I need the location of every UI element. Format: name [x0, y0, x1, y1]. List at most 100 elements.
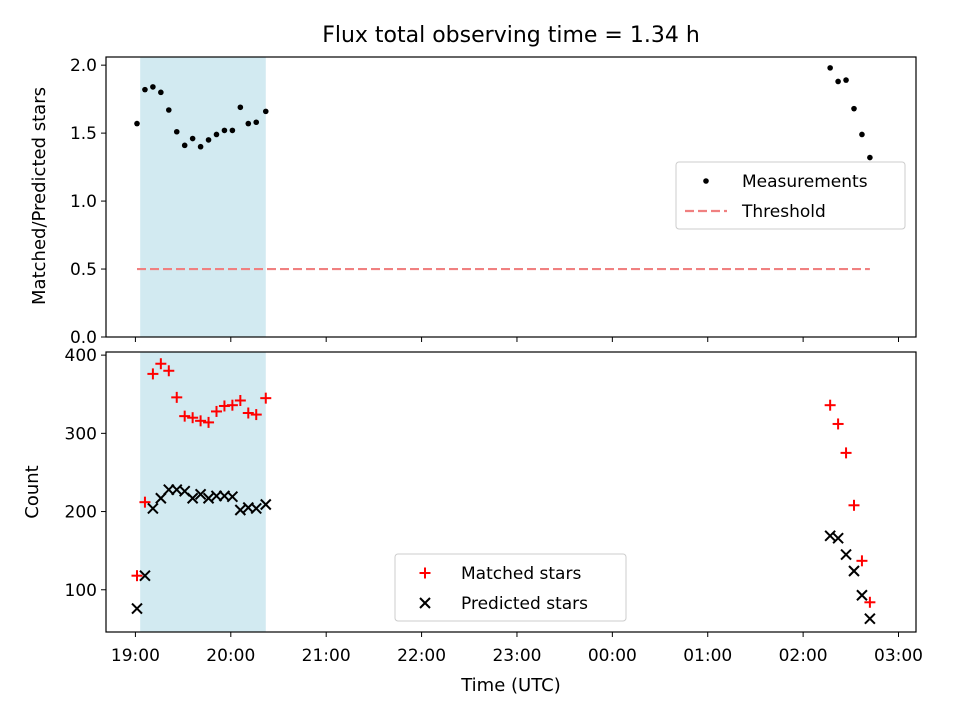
measurement-point — [205, 137, 212, 143]
predicted-star-point — [848, 565, 860, 577]
predicted-star-point — [856, 589, 868, 601]
x-axis-label: Time (UTC) — [460, 675, 561, 696]
matched-star-point — [139, 496, 151, 508]
legend-marker-measurements — [703, 178, 709, 184]
predicted-star-point — [234, 504, 247, 516]
measurement-point — [158, 89, 164, 96]
measurement-point — [197, 143, 204, 150]
y-tick-label: 1.5 — [70, 124, 97, 144]
matched-star-point — [203, 416, 215, 428]
matched-star-point — [187, 412, 199, 424]
matched-star-point — [210, 405, 222, 417]
predicted-star-point — [186, 492, 199, 504]
matched-star-point — [832, 418, 844, 430]
predicted-star-point — [147, 502, 159, 515]
measurement-point — [221, 127, 228, 134]
count-panel: 100 200 300 400 19:00 20:00 21:00 22:00 23:00 00:… — [65, 346, 923, 666]
x-tick-label: 02:00 — [779, 646, 828, 666]
measurement-point — [150, 84, 156, 90]
predicted-star-point — [139, 569, 151, 582]
legend: Measurements Threshold — [675, 161, 906, 230]
legend-label: Measurements — [742, 172, 868, 192]
matched-star-point — [226, 399, 238, 411]
count-y-axis-label: Count — [22, 465, 43, 518]
measurement-point — [245, 120, 252, 127]
matched-star-point — [856, 555, 868, 567]
measurement-point — [859, 131, 865, 138]
legend-marker-predicted — [419, 597, 431, 609]
matched-star-point — [179, 410, 191, 422]
predicted-star-point — [824, 530, 836, 542]
measurement-point — [189, 135, 196, 142]
matched-star-point — [260, 392, 272, 404]
y-tick-label: 0.0 — [70, 328, 97, 348]
legend-marker-matched — [419, 567, 431, 579]
matched-star-point — [171, 391, 183, 403]
x-tick-label: 22:00 — [397, 646, 446, 666]
x-tick-label: 03:00 — [874, 646, 923, 666]
matched-star-point — [163, 365, 175, 377]
predicted-star-point — [194, 488, 207, 501]
axes-frame — [105, 351, 917, 633]
measurement-point — [134, 120, 140, 127]
y-tick-label: 300 — [65, 424, 97, 444]
matched-star-point — [195, 415, 207, 427]
y-tick-label: 100 — [65, 581, 97, 601]
y-tick-label: 400 — [65, 346, 97, 366]
y-tick-label: 0.5 — [70, 260, 97, 280]
matched-star-point — [864, 596, 876, 608]
axes-frame — [105, 56, 917, 338]
x-tick-label: 23:00 — [492, 646, 541, 666]
matched-star-point — [840, 447, 852, 459]
x-tick-label: 19:00 — [111, 646, 160, 666]
y-tick-label: 200 — [65, 503, 97, 523]
x-tick-label: 21:00 — [302, 646, 351, 666]
shaded-interval — [140, 57, 266, 337]
ratio-y-axis-label: Matched/Predicted stars — [29, 87, 50, 305]
legend: Matched stars Predicted stars — [394, 553, 627, 622]
measurement-point — [213, 131, 220, 138]
legend-label: Threshold — [741, 202, 826, 222]
x-tick-label: 00:00 — [588, 646, 637, 666]
predicted-star-point — [250, 502, 262, 515]
matched-star-point — [131, 570, 143, 582]
predicted-star-point — [226, 490, 239, 503]
measurement-point — [867, 154, 873, 161]
measurement-point — [835, 78, 841, 85]
matched-star-point — [250, 409, 262, 421]
predicted-star-point — [864, 612, 876, 625]
measurement-point — [827, 65, 833, 71]
matched-star-point — [155, 358, 167, 370]
legend-label: Matched stars — [461, 564, 581, 584]
measurement-point — [181, 142, 188, 149]
chart-title: Flux total observing time = 1.34 h — [322, 23, 700, 48]
legend-label: Predicted stars — [461, 594, 588, 614]
measurement-point — [843, 77, 849, 83]
measurement-point — [237, 104, 244, 111]
x-tick-label: 20:00 — [206, 646, 255, 666]
matched-star-point — [147, 368, 159, 380]
measurement-point — [851, 105, 857, 112]
measurement-point — [262, 108, 269, 115]
matched-star-point — [242, 407, 254, 419]
ratio-panel: 0.0 0.5 1.0 1.5 2.0 Measurements Threshold — [70, 56, 917, 348]
matched-star-point — [848, 499, 860, 511]
x-tick-label: 01:00 — [683, 646, 732, 666]
legend-frame — [394, 553, 627, 622]
measurement-point — [142, 86, 148, 93]
predicted-star-point — [131, 602, 143, 615]
measurement-point — [165, 107, 172, 113]
legend-frame — [675, 161, 906, 230]
matched-star-point — [824, 399, 836, 411]
predicted-star-point — [840, 548, 852, 561]
measurement-point — [229, 127, 236, 134]
y-tick-label: 1.0 — [70, 192, 97, 212]
measurement-point — [173, 128, 180, 135]
predicted-star-point — [202, 492, 215, 504]
matched-star-point — [234, 394, 246, 406]
predicted-star-point — [260, 498, 272, 511]
predicted-star-point — [832, 532, 844, 544]
measurement-point — [253, 119, 260, 126]
